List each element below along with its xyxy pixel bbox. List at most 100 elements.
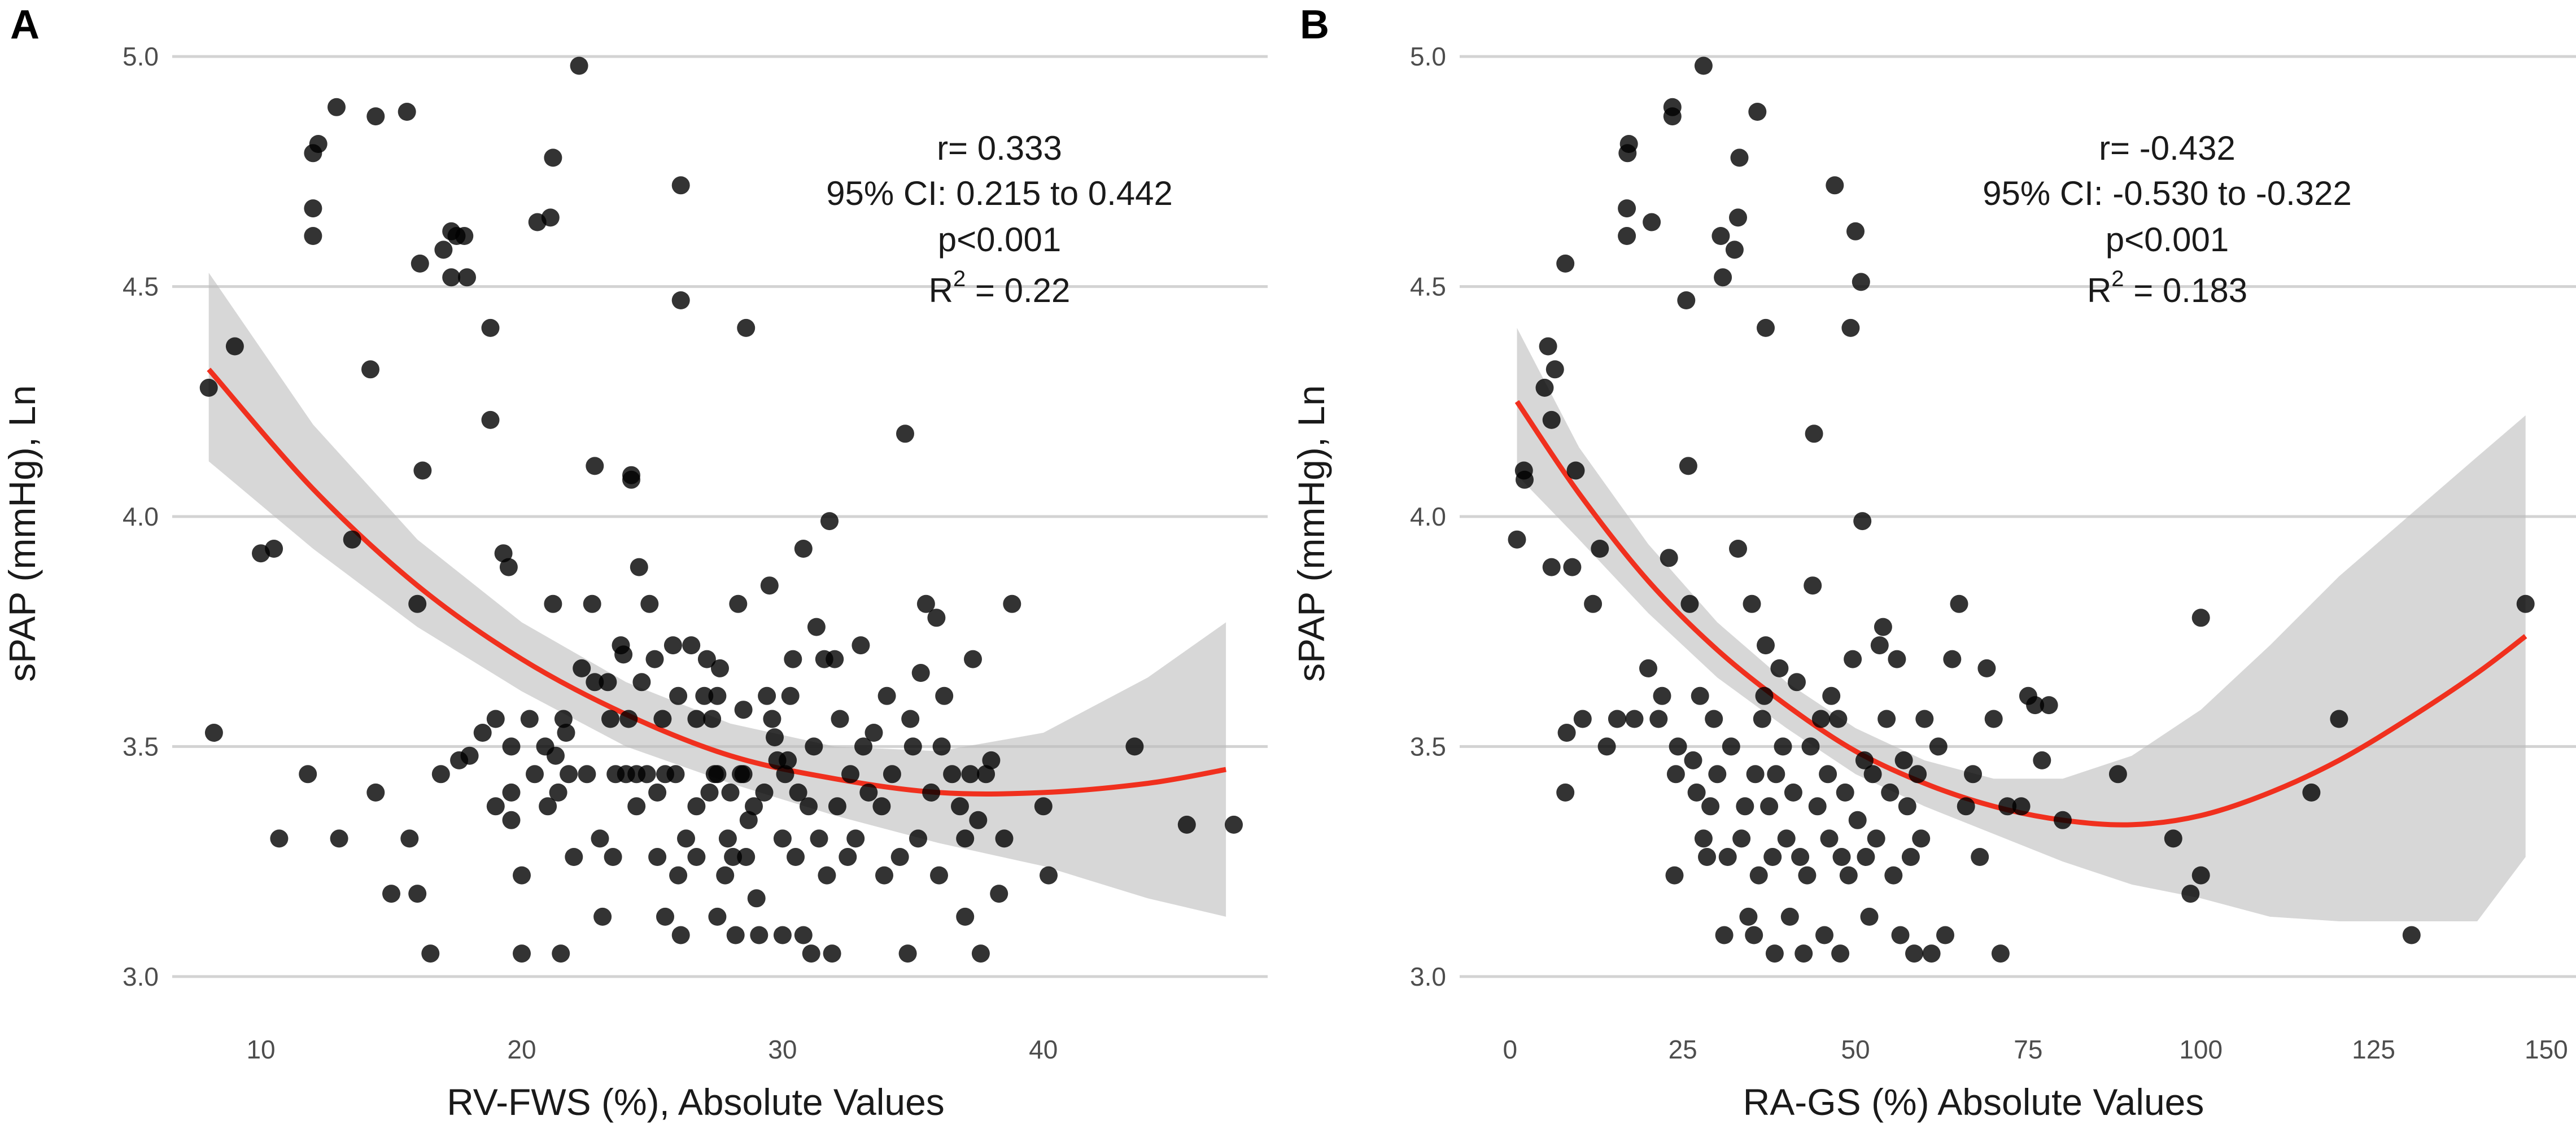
data-point — [526, 765, 544, 784]
data-point — [547, 746, 565, 765]
data-point — [1736, 797, 1754, 816]
data-point — [473, 724, 492, 742]
data-point — [2040, 696, 2058, 715]
data-point — [1846, 222, 1865, 240]
data-point — [935, 686, 954, 705]
data-point — [622, 470, 640, 489]
data-point — [1901, 848, 1920, 866]
data-point — [708, 686, 727, 705]
data-point — [434, 240, 453, 259]
data-point — [1608, 710, 1626, 728]
x-tick-label: 40 — [1029, 1035, 1058, 1064]
data-point — [1791, 848, 1810, 866]
data-point — [619, 710, 638, 728]
data-point — [1749, 866, 1768, 885]
data-point — [729, 594, 748, 613]
data-point — [413, 461, 432, 480]
data-point — [721, 783, 740, 802]
data-point — [726, 926, 745, 944]
data-point — [481, 318, 500, 337]
data-point — [2330, 710, 2348, 728]
panel-b-confidence-band — [1517, 327, 2526, 921]
data-point — [841, 765, 859, 784]
data-point — [852, 636, 870, 655]
panel-a-confidence-band — [208, 273, 1226, 917]
r2-value: = 0.183 — [2124, 272, 2248, 309]
data-point — [431, 765, 450, 784]
y-tick-label: 3.0 — [1410, 962, 1446, 991]
data-point — [760, 576, 779, 595]
data-point — [1691, 686, 1709, 705]
data-point — [1643, 213, 1661, 231]
data-point — [1701, 797, 1720, 816]
data-point — [1739, 907, 1758, 926]
data-point — [1177, 815, 1196, 834]
data-point — [1563, 558, 1582, 576]
data-point — [544, 148, 562, 167]
x-tick-label: 10 — [246, 1035, 275, 1064]
data-point — [951, 797, 969, 816]
data-point — [573, 659, 591, 677]
data-point — [820, 512, 839, 531]
r2-prefix: R — [929, 272, 953, 309]
data-point — [586, 457, 604, 475]
data-point — [270, 829, 289, 848]
data-point — [758, 686, 776, 705]
data-point — [2108, 765, 2127, 784]
data-point — [773, 829, 792, 848]
data-point — [570, 56, 588, 75]
data-point — [630, 558, 648, 576]
data-point — [593, 907, 612, 926]
data-point — [1863, 765, 1882, 784]
data-point — [1888, 650, 1906, 668]
data-point — [2164, 829, 2182, 848]
data-point — [787, 848, 805, 866]
data-point — [1660, 549, 1678, 567]
data-point — [1936, 926, 1954, 944]
data-point — [199, 378, 218, 397]
data-point — [708, 765, 727, 784]
data-point — [1915, 710, 1934, 728]
data-point — [1542, 558, 1561, 576]
data-point — [763, 710, 781, 728]
data-point — [1808, 797, 1827, 816]
x-tick-label: 100 — [2179, 1035, 2223, 1064]
data-point — [1542, 410, 1561, 429]
data-point — [1839, 866, 1858, 885]
data-point — [671, 291, 690, 309]
data-point — [1884, 866, 1903, 885]
data-point — [794, 926, 813, 944]
data-point — [408, 885, 427, 903]
data-point — [737, 848, 756, 866]
data-point — [1698, 848, 1716, 866]
data-point — [687, 848, 706, 866]
x-tick-label: 125 — [2352, 1035, 2395, 1064]
data-point — [653, 710, 672, 728]
panel-b-y-tick-labels: 3.0 3.5 4.0 4.5 5.0 — [1410, 42, 1446, 991]
data-point — [982, 751, 1001, 769]
r2-superscript: 2 — [2111, 266, 2124, 291]
data-point — [669, 686, 688, 705]
panel-a-stat-r2: R2 = 0.22 — [929, 266, 1071, 309]
y-tick-label: 3.5 — [123, 732, 159, 761]
data-point — [703, 710, 722, 728]
data-point — [781, 686, 800, 705]
data-point — [1755, 686, 1774, 705]
data-point — [943, 765, 962, 784]
data-point — [648, 783, 667, 802]
data-point — [604, 848, 622, 866]
data-point — [1597, 737, 1616, 756]
data-point — [1929, 737, 1948, 756]
data-point — [961, 765, 980, 784]
data-point — [2402, 926, 2421, 944]
data-point — [583, 594, 601, 613]
data-point — [1757, 636, 1775, 655]
data-point — [896, 425, 914, 443]
data-point — [1625, 710, 1644, 728]
data-point — [669, 866, 688, 885]
data-point — [2191, 609, 2210, 627]
y-tick-label: 3.0 — [123, 962, 159, 991]
data-point — [225, 337, 244, 356]
data-point — [361, 360, 379, 379]
data-point — [1225, 815, 1243, 834]
